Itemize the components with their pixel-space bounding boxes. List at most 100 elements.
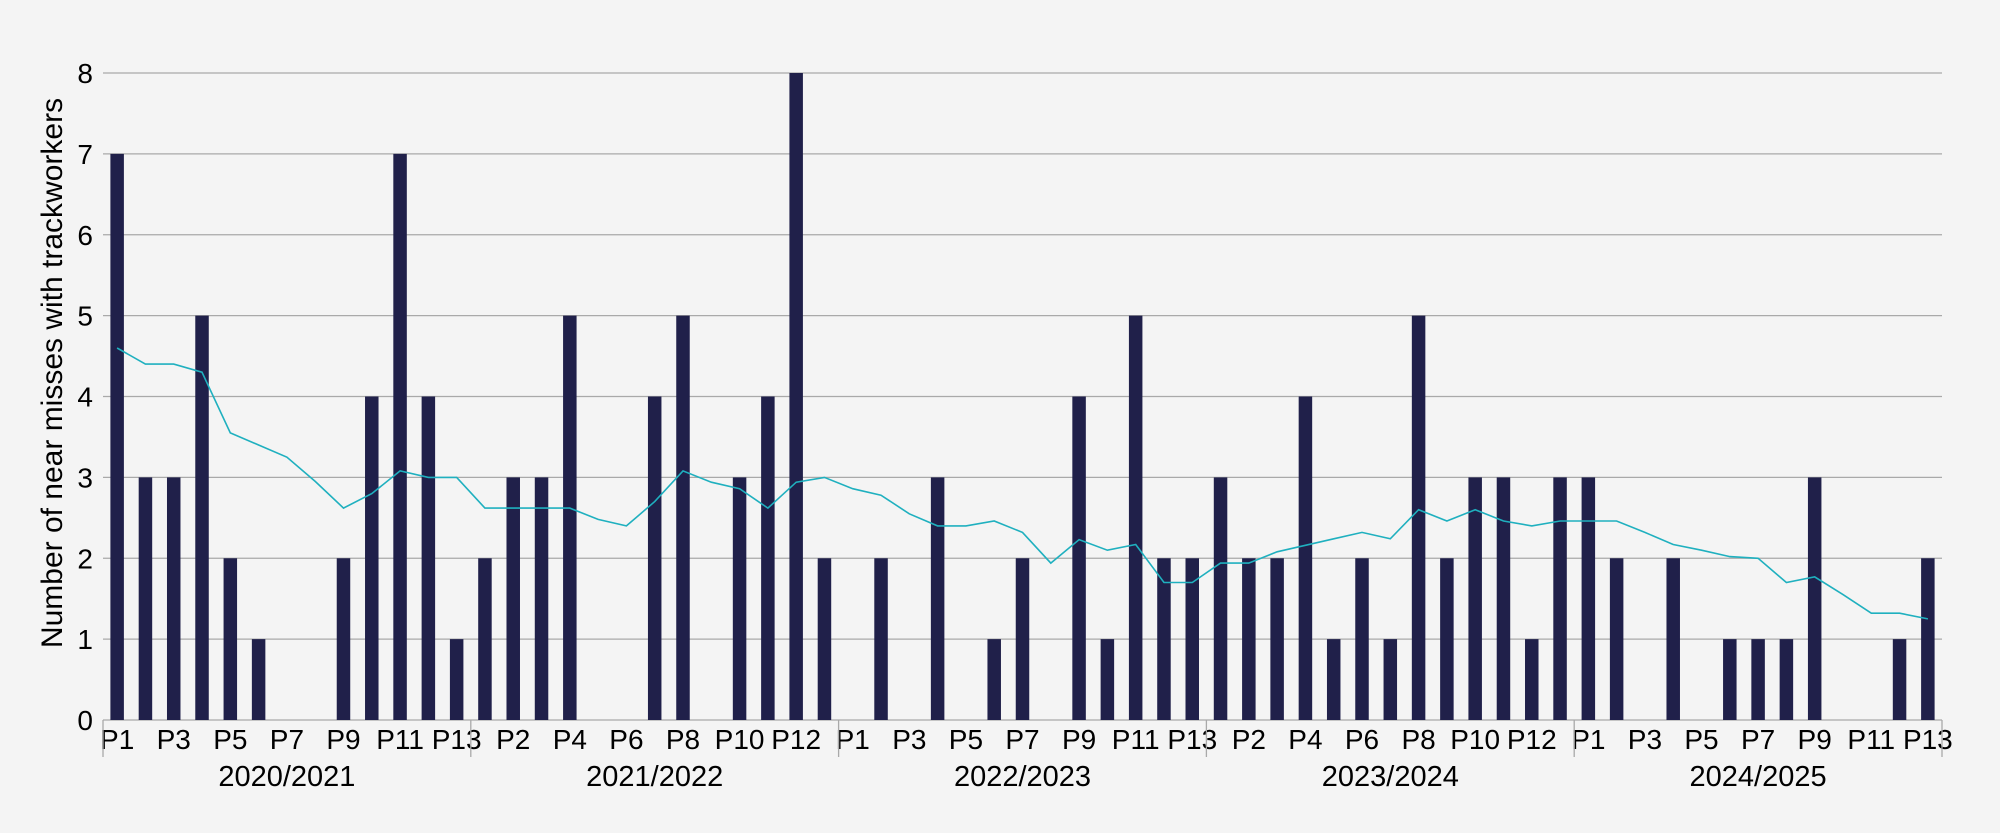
year-label: 2024/2025	[1690, 761, 1827, 793]
x-tick-label: P9	[1062, 724, 1096, 755]
bar	[336, 558, 351, 720]
bar	[1581, 477, 1596, 720]
bar	[647, 396, 662, 720]
x-tick-label: P1	[100, 724, 134, 755]
x-tick-label: P11	[1847, 724, 1895, 755]
bar	[1468, 477, 1482, 720]
y-tick-label: 6	[77, 220, 93, 251]
x-tick-label: P13	[432, 724, 482, 755]
y-tick-label: 7	[77, 139, 93, 170]
bar	[251, 639, 266, 720]
bar	[817, 558, 832, 720]
bar	[1921, 558, 1935, 720]
bar	[563, 315, 577, 720]
bar	[1609, 558, 1624, 720]
x-tick-label: P13	[1903, 724, 1953, 755]
x-tick-label: P4	[553, 724, 587, 755]
x-tick-label: P9	[1798, 724, 1832, 755]
y-tick-label: 3	[77, 462, 93, 493]
x-tick-label: P1	[836, 724, 870, 755]
bar	[1779, 639, 1794, 720]
x-tick-label: P11	[1112, 724, 1160, 755]
x-tick-label: P7	[270, 724, 304, 755]
bar	[138, 477, 153, 720]
bar	[1270, 558, 1284, 720]
y-tick-label: 8	[77, 58, 93, 89]
bar	[1411, 315, 1426, 720]
bar	[1553, 477, 1567, 720]
x-tick-label: P4	[1288, 724, 1322, 755]
bar	[1242, 558, 1256, 720]
bar	[195, 315, 209, 720]
x-tick-label: P2	[496, 724, 530, 755]
bar	[874, 558, 888, 720]
year-label: 2022/2023	[954, 761, 1091, 793]
x-tick-label: P12	[771, 724, 821, 755]
bar	[365, 396, 379, 720]
bar-series	[110, 73, 1935, 720]
y-tick-label: 4	[77, 382, 93, 413]
bar	[421, 396, 436, 720]
x-tick-label: P5	[213, 724, 247, 755]
bar	[1157, 558, 1171, 720]
bar	[1128, 315, 1143, 720]
bar	[1525, 639, 1539, 720]
bar	[930, 477, 945, 720]
x-tick-label: P2	[1232, 724, 1266, 755]
x-tick-label: P1	[1571, 724, 1605, 755]
gridlines	[103, 72, 1942, 721]
x-tick-label: P5	[1684, 724, 1718, 755]
x-tick-label: P5	[949, 724, 983, 755]
year-label: 2020/2021	[218, 761, 355, 793]
x-tick-label: P3	[1628, 724, 1662, 755]
bar	[1213, 477, 1228, 720]
bar	[506, 477, 520, 720]
x-tick-label: P7	[1741, 724, 1775, 755]
bar	[1892, 639, 1907, 720]
x-tick-label: P12	[1507, 724, 1557, 755]
x-tick-label: P10	[715, 724, 765, 755]
x-axis: P1 P3 P5 P7 P9 P11 P13 P2 P4 P6 P8 P10 P12 P1 P3 P5 P7 P9…	[100, 720, 1953, 793]
x-tick-label: P7	[1005, 724, 1039, 755]
bar	[1496, 477, 1511, 720]
bar	[534, 477, 549, 720]
year-label: 2021/2022	[586, 761, 723, 793]
bar	[1355, 558, 1369, 720]
bar	[478, 558, 492, 720]
x-tick-label: P8	[1401, 724, 1435, 755]
x-tick-label: P3	[892, 724, 926, 755]
bar	[1298, 396, 1313, 720]
x-tick-label: P10	[1450, 724, 1500, 755]
x-tick-label: P6	[609, 724, 643, 755]
year-label: 2023/2024	[1322, 761, 1459, 793]
x-tick-label: P6	[1345, 724, 1379, 755]
x-tick-label: P9	[326, 724, 360, 755]
x-tick-label: P11	[376, 724, 424, 755]
x-tick-label: P8	[666, 724, 700, 755]
bar	[1100, 639, 1115, 720]
bar	[166, 477, 181, 720]
y-tick-label: 0	[77, 705, 93, 736]
trend-line	[116, 347, 1929, 620]
bar	[1666, 558, 1680, 720]
bar	[110, 153, 124, 720]
bar	[1723, 639, 1737, 720]
bar	[732, 477, 747, 720]
x-tick-label: P3	[157, 724, 191, 755]
y-axis: 0 1 2 3 4 5 6 7 8	[77, 58, 93, 736]
bar	[676, 315, 690, 720]
y-tick-label: 2	[77, 543, 93, 574]
y-axis-label: Number of near misses with trackworkers	[36, 98, 69, 648]
bar	[1185, 558, 1200, 720]
bar	[1751, 639, 1765, 720]
y-tick-label: 5	[77, 301, 93, 332]
bar	[1383, 639, 1398, 720]
bar	[789, 73, 803, 720]
bar	[393, 153, 407, 720]
bar	[987, 639, 1001, 720]
bar	[1807, 477, 1822, 720]
bar	[761, 396, 775, 720]
y-tick-label: 1	[77, 624, 93, 655]
bar	[449, 639, 464, 720]
